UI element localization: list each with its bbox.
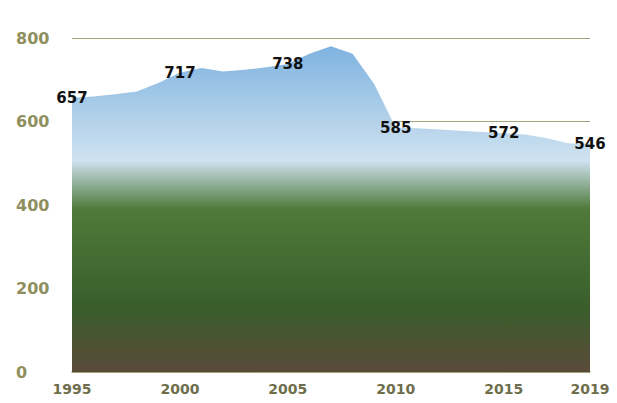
svg-text:2000: 2000 [160, 381, 199, 397]
svg-text:546: 546 [574, 135, 605, 153]
svg-text:572: 572 [488, 124, 519, 142]
svg-text:2019: 2019 [571, 381, 610, 397]
svg-text:0: 0 [16, 363, 27, 382]
svg-text:585: 585 [380, 119, 411, 137]
svg-text:717: 717 [164, 64, 195, 82]
svg-text:2015: 2015 [484, 381, 523, 397]
svg-text:800: 800 [16, 29, 49, 48]
svg-text:2005: 2005 [268, 381, 307, 397]
svg-text:657: 657 [56, 89, 87, 107]
svg-text:738: 738 [272, 55, 303, 73]
svg-text:1995: 1995 [53, 381, 92, 397]
svg-text:600: 600 [16, 112, 49, 131]
svg-text:2010: 2010 [376, 381, 415, 397]
svg-text:200: 200 [16, 279, 49, 298]
svg-text:400: 400 [16, 196, 49, 215]
